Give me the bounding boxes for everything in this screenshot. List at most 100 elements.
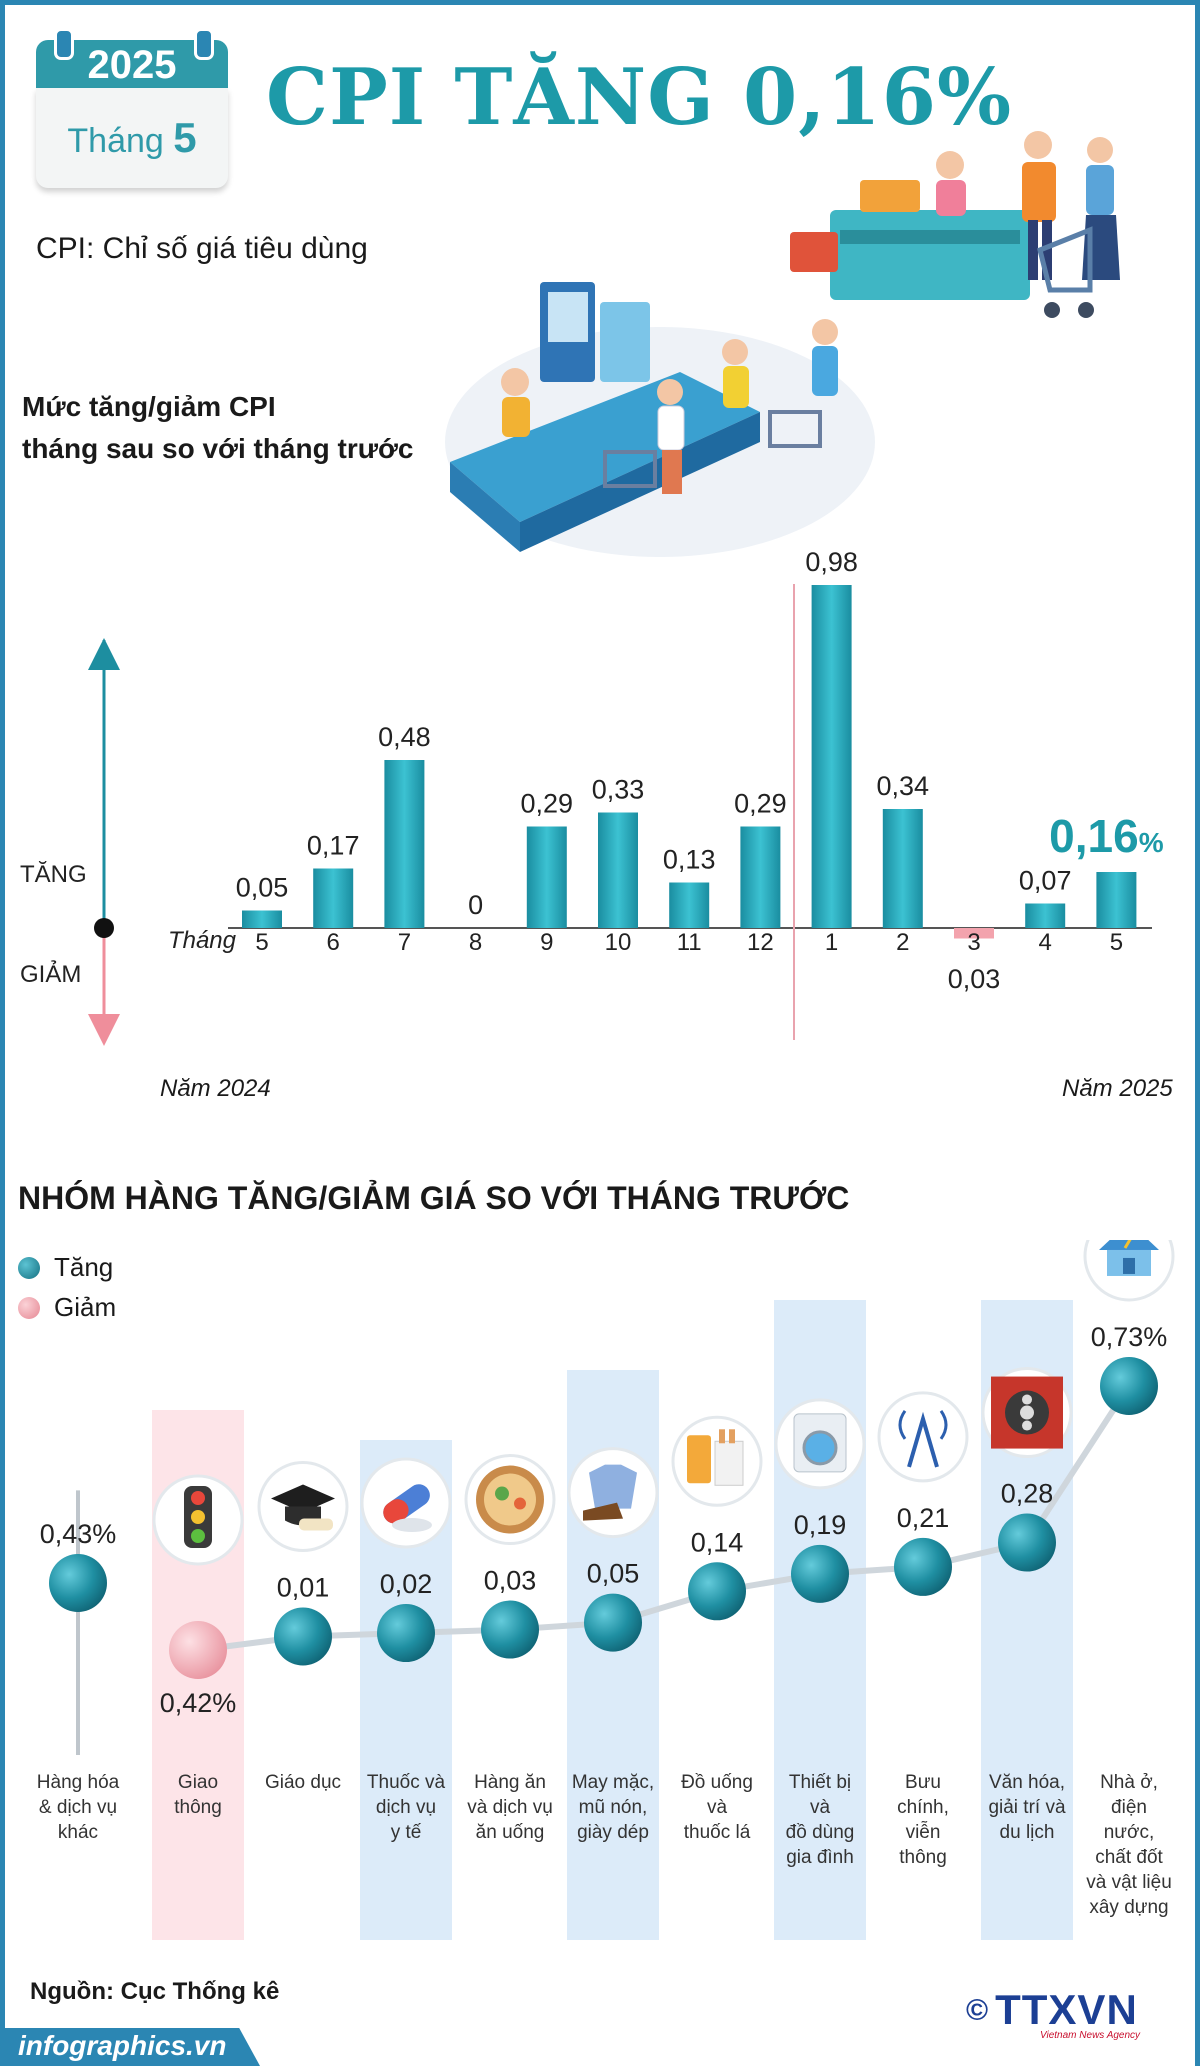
month-tick-label: 5 <box>255 929 268 956</box>
category-name: Thiết bị và đồ dùng gia đình <box>786 1772 855 1868</box>
category-name-line: thông <box>174 1797 222 1818</box>
category-name-line: thông <box>899 1847 947 1868</box>
category-name-line: ăn uống <box>476 1822 545 1843</box>
food-bowl-icon <box>464 1454 556 1546</box>
category-name-line: y tế <box>391 1822 422 1843</box>
arrow-up-icon <box>88 638 120 670</box>
category-name-line: giải trí và <box>988 1797 1066 1818</box>
cpi-bar <box>954 928 994 939</box>
bar-value-label: 0,05 <box>236 873 289 903</box>
category-value-label: 0,01 <box>277 1573 330 1603</box>
bar-value-label: 0,13 <box>663 845 716 875</box>
legend-decrease-dot <box>18 1296 40 1319</box>
category-name-line: gia đình <box>786 1847 854 1868</box>
bar-value-label: 0,17 <box>307 831 360 861</box>
month-tick-label: 9 <box>540 929 553 956</box>
month-tick-label: 6 <box>327 929 340 956</box>
bar-value-label: 0,34 <box>877 771 930 801</box>
calendar-month: Tháng 5 <box>36 88 228 188</box>
category-name-line: Nhà ở, <box>1100 1772 1158 1793</box>
month-tick-label: 5 <box>1110 929 1123 956</box>
category-name-line: mũ nón, <box>579 1797 648 1818</box>
copyright-icon: © <box>966 1994 990 2027</box>
category-name-line: chính, <box>897 1797 949 1818</box>
footer-site: infographics.vn <box>18 2030 227 2061</box>
highlight-value: 0,16 <box>1049 810 1139 862</box>
month-tick-label: 10 <box>605 929 632 956</box>
traffic-light-icon <box>152 1474 244 1566</box>
category-value-dot <box>481 1600 539 1659</box>
category-value-label: 0,03 <box>484 1566 537 1596</box>
category-name: Hàng ăn và dịch vụ ăn uống <box>467 1772 553 1843</box>
category-name-line: thuốc lá <box>684 1822 751 1843</box>
shirt-shoes-icon <box>567 1447 659 1539</box>
bar-value-label: 0 <box>468 890 483 920</box>
cpi-bar <box>313 868 354 928</box>
legend-increase-dot <box>18 1256 40 1279</box>
cpi-bar <box>1025 903 1066 928</box>
cpi-chart-title-line: tháng sau so với tháng trước <box>22 433 414 464</box>
category-name-line: và vật liệu <box>1086 1872 1172 1893</box>
category-name-line: và <box>707 1797 728 1818</box>
category-name-line: Hàng hóa <box>37 1772 120 1793</box>
arrow-down-icon <box>88 1014 120 1046</box>
month-tick-label: 12 <box>747 929 774 956</box>
category-value-dot <box>998 1513 1056 1572</box>
legend-decrease: Giảm <box>18 1292 116 1323</box>
category-value-label: 0,14 <box>691 1527 744 1557</box>
bar-value-label: 0,98 <box>805 547 858 577</box>
bar-value-label: 0,29 <box>734 789 787 819</box>
calendar-badge: 2025 Tháng 5 <box>36 28 228 190</box>
legend-decrease-label: Giảm <box>54 1292 117 1322</box>
category-name-line: du lịch <box>1000 1822 1055 1843</box>
category-name-line: xây dựng <box>1089 1897 1168 1918</box>
category-value-label: 0,21 <box>897 1503 950 1533</box>
category-name-line: Thuốc và <box>367 1772 446 1793</box>
category-value-dot <box>274 1607 332 1666</box>
film-reel-icon <box>981 1367 1073 1459</box>
cpi-bar <box>1096 872 1137 928</box>
ttxvn-logo: © TTXVN <box>966 1986 1138 2034</box>
bar-value-label: 0,48 <box>378 722 431 752</box>
supermarket-illustration <box>445 282 875 557</box>
graduation-cap-icon <box>257 1461 349 1553</box>
category-name-line: khác <box>58 1822 98 1843</box>
cpi-bar <box>740 826 781 928</box>
bar-value-label: 0,07 <box>1019 866 1072 896</box>
category-name-line: Giáo dục <box>265 1772 341 1793</box>
bar-value-label: 0,29 <box>521 789 574 819</box>
category-value-dot <box>49 1554 107 1612</box>
cpi-bar <box>811 585 852 928</box>
drink-cigarette-icon <box>671 1415 763 1507</box>
category-name: Giáo dục <box>265 1772 341 1793</box>
category-name-line: điện <box>1111 1797 1147 1818</box>
category-name: Hàng hóa & dịch vụ khác <box>37 1772 120 1843</box>
cpi-bar <box>669 882 710 928</box>
category-name-line: Bưu <box>905 1772 941 1793</box>
year-label-2025: Năm 2025 <box>1062 1075 1173 1102</box>
category-name-line: & dịch vụ <box>39 1797 117 1818</box>
category-section-title: NHÓM HÀNG TĂNG/GIẢM GIÁ SO VỚI THÁNG TRƯ… <box>18 1180 850 1216</box>
category-name-line: đồ dùng <box>786 1822 855 1843</box>
category-value-dot <box>169 1621 227 1679</box>
cpi-monthly-bar-chart: TĂNG GIẢM Tháng 5 0,05 6 0,17 7 0,48 8 0 9 0,29 10 0,3… <box>20 547 1164 1046</box>
category-name-line: Văn hóa, <box>989 1772 1065 1793</box>
page-subtitle: CPI: Chỉ số giá tiêu dùng <box>36 232 368 265</box>
page-title: CPI TĂNG 0,16% <box>266 52 1013 143</box>
category-value-dot <box>584 1593 642 1652</box>
cpi-bar <box>384 760 425 928</box>
category-name-line: và dịch vụ <box>467 1797 553 1818</box>
cpi-bar <box>526 826 567 928</box>
category-name-line: viễn <box>906 1821 941 1843</box>
category-name: Đồ uống và thuốc lá <box>681 1772 753 1843</box>
shoppers-checkout-illustration <box>790 131 1120 318</box>
category-value-dot <box>894 1537 952 1596</box>
category-name-line: giày dép <box>577 1822 649 1843</box>
category-value-dot <box>688 1562 746 1621</box>
axis-origin-dot <box>94 918 114 938</box>
category-name-line: chất đốt <box>1095 1847 1163 1868</box>
source-note: Nguồn: Cục Thống kê <box>30 1978 280 2005</box>
category-value-dot <box>791 1544 849 1603</box>
category-name-line: Đồ uống <box>681 1772 753 1793</box>
month-tick-label: 3 <box>967 929 980 956</box>
